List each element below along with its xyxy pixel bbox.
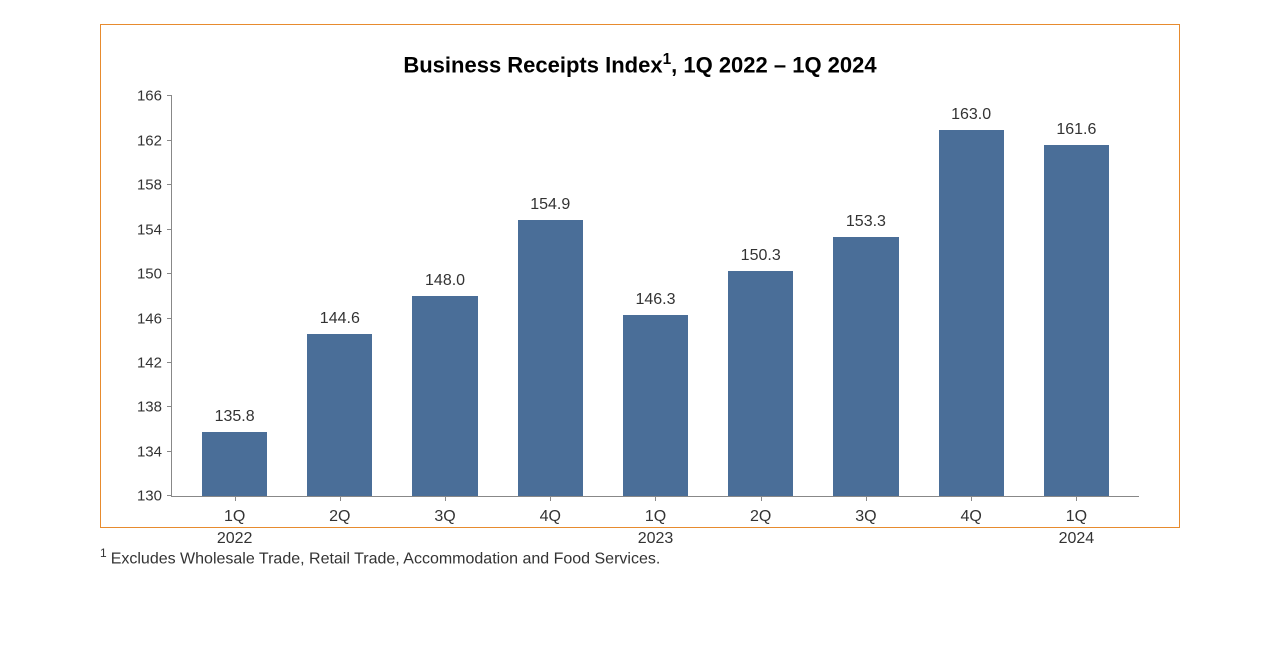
y-tick-label: 138 — [137, 399, 172, 416]
y-tick-label: 158 — [137, 177, 172, 194]
y-tick-label: 150 — [137, 266, 172, 283]
chart-title: Business Receipts Index1, 1Q 2022 – 1Q 2… — [131, 51, 1149, 78]
bar-slot: 135.81Q2022 — [182, 96, 287, 496]
y-tick-mark — [167, 362, 172, 363]
y-tick-label: 134 — [137, 443, 172, 460]
plot-region: 135.81Q2022144.62Q148.03Q154.94Q146.31Q2… — [171, 96, 1139, 497]
bar — [1044, 145, 1109, 496]
y-tick-label: 142 — [137, 355, 172, 372]
chart-container: Business Receipts Index1, 1Q 2022 – 1Q 2… — [100, 24, 1180, 528]
footnote: 1 Excludes Wholesale Trade, Retail Trade,… — [100, 546, 1180, 568]
x-tick-label: 3Q — [813, 496, 918, 528]
chart-area: 135.81Q2022144.62Q148.03Q154.94Q146.31Q2… — [171, 96, 1139, 497]
bar-value-label: 163.0 — [919, 106, 1024, 124]
y-tick-mark — [167, 406, 172, 407]
chart-title-prefix: Business Receipts Index — [403, 52, 662, 77]
y-tick-mark — [167, 95, 172, 96]
bar-slot: 163.04Q — [919, 96, 1024, 496]
bar-value-label: 135.8 — [182, 408, 287, 426]
bar-slot: 148.03Q — [392, 96, 497, 496]
bar-value-label: 148.0 — [392, 272, 497, 290]
bar — [202, 432, 267, 496]
y-tick-label: 166 — [137, 88, 172, 105]
bar-value-label: 161.6 — [1024, 121, 1129, 139]
y-tick-mark — [167, 451, 172, 452]
bar-slot: 146.31Q2023 — [603, 96, 708, 496]
bar-slot: 150.32Q — [708, 96, 813, 496]
bar-value-label: 154.9 — [498, 196, 603, 214]
y-tick-label: 146 — [137, 310, 172, 327]
chart-title-super: 1 — [663, 51, 672, 68]
bar-value-label: 146.3 — [603, 291, 708, 309]
y-tick-mark — [167, 184, 172, 185]
footnote-super: 1 — [100, 546, 107, 560]
bar — [307, 334, 372, 496]
y-tick-mark — [167, 495, 172, 496]
bar-slot: 144.62Q — [287, 96, 392, 496]
x-tick-label: 1Q2023 — [603, 496, 708, 549]
bar — [412, 296, 477, 496]
bar-slot: 154.94Q — [498, 96, 603, 496]
y-tick-label: 154 — [137, 221, 172, 238]
x-tick-label: 4Q — [919, 496, 1024, 528]
bars-group: 135.81Q2022144.62Q148.03Q154.94Q146.31Q2… — [172, 96, 1139, 496]
y-tick-mark — [167, 318, 172, 319]
y-tick-label: 162 — [137, 132, 172, 149]
x-tick-label: 2Q — [287, 496, 392, 528]
footnote-text: Excludes Wholesale Trade, Retail Trade, … — [111, 551, 661, 568]
bar — [518, 220, 583, 497]
y-tick-mark — [167, 229, 172, 230]
y-tick-mark — [167, 273, 172, 274]
bar — [939, 130, 1004, 497]
x-tick-label: 2Q — [708, 496, 813, 528]
bar-slot: 161.61Q2024 — [1024, 96, 1129, 496]
x-tick-label: 4Q — [498, 496, 603, 528]
x-tick-label: 1Q2022 — [182, 496, 287, 549]
y-tick-mark — [167, 140, 172, 141]
bar — [833, 237, 898, 496]
bar-value-label: 144.6 — [287, 310, 392, 328]
bar — [728, 271, 793, 497]
bar-value-label: 150.3 — [708, 247, 813, 265]
x-tick-label: 1Q2024 — [1024, 496, 1129, 549]
bar-slot: 153.33Q — [813, 96, 918, 496]
bar-value-label: 153.3 — [813, 213, 918, 231]
bar — [623, 315, 688, 496]
y-tick-label: 130 — [137, 488, 172, 505]
chart-title-suffix: , 1Q 2022 – 1Q 2024 — [671, 52, 877, 77]
x-tick-label: 3Q — [392, 496, 497, 528]
